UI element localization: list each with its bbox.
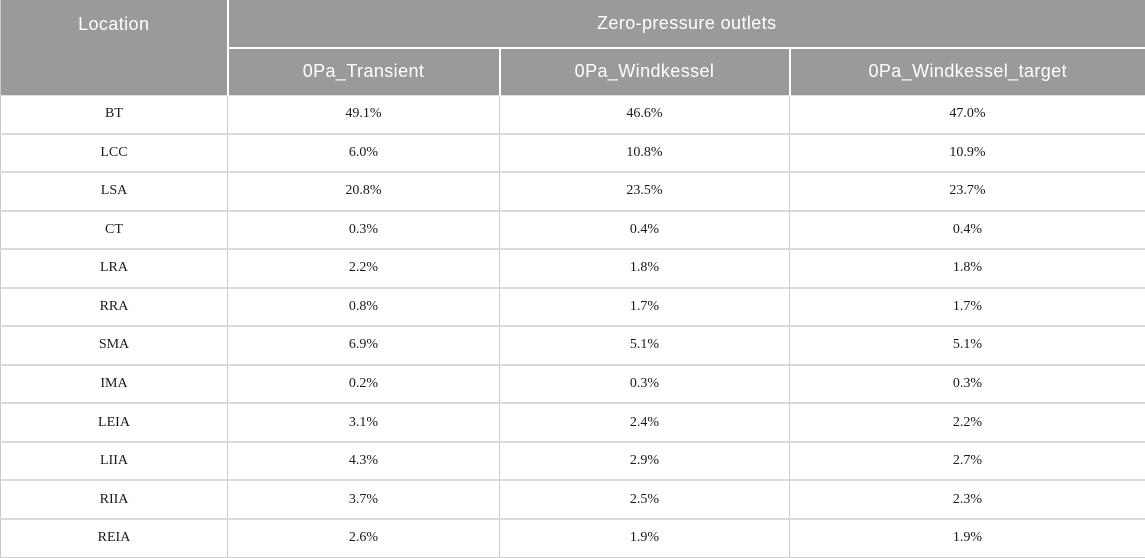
table-row: REIA 2.6% 1.9% 1.9% xyxy=(0,517,1145,558)
cell-value: 2.4% xyxy=(499,402,790,443)
cell-location: RIIA xyxy=(0,479,228,520)
cell-location: RRA xyxy=(0,286,228,327)
cell-value: 1.8% xyxy=(789,248,1145,289)
header-col-0pa-windkessel-target: 0Pa_Windkessel_target xyxy=(788,48,1145,95)
header-col-0pa-transient: 0Pa_Transient xyxy=(227,48,500,95)
cell-value: 49.1% xyxy=(227,94,500,135)
table-row: IMA 0.2% 0.3% 0.3% xyxy=(0,363,1145,404)
cell-value: 10.9% xyxy=(789,132,1145,173)
cell-location: LEIA xyxy=(0,402,228,443)
cell-value: 2.2% xyxy=(227,248,500,289)
header-group-zero-pressure-outlets: Zero-pressure outlets xyxy=(227,0,1145,49)
cell-value: 3.7% xyxy=(227,479,500,520)
header-row-columns: 0Pa_Transient 0Pa_Windkessel 0Pa_Windkes… xyxy=(1,48,1145,95)
cell-value: 1.8% xyxy=(499,248,790,289)
cell-value: 6.9% xyxy=(227,325,500,366)
cell-value: 0.8% xyxy=(227,286,500,327)
cell-value: 0.4% xyxy=(789,209,1145,250)
cell-value: 1.7% xyxy=(789,286,1145,327)
cell-value: 3.1% xyxy=(227,402,500,443)
cell-value: 0.4% xyxy=(499,209,790,250)
cell-value: 6.0% xyxy=(227,132,500,173)
cell-value: 1.9% xyxy=(499,517,790,558)
cell-value: 5.1% xyxy=(499,325,790,366)
cell-value: 4.3% xyxy=(227,440,500,481)
cell-location: IMA xyxy=(0,363,228,404)
cell-value: 2.2% xyxy=(789,402,1145,443)
cell-value: 0.3% xyxy=(789,363,1145,404)
table-row: RRA 0.8% 1.7% 1.7% xyxy=(0,286,1145,327)
header-location: Location xyxy=(0,0,229,95)
cell-value: 0.3% xyxy=(227,209,500,250)
table-row: LIIA 4.3% 2.9% 2.7% xyxy=(0,440,1145,481)
cell-value: 5.1% xyxy=(789,325,1145,366)
table-row: LCC 6.0% 10.8% 10.9% xyxy=(0,132,1145,173)
cell-value: 20.8% xyxy=(227,171,500,212)
cell-value: 23.5% xyxy=(499,171,790,212)
cell-value: 1.9% xyxy=(789,517,1145,558)
cell-value: 2.3% xyxy=(789,479,1145,520)
table-row: LSA 20.8% 23.5% 23.7% xyxy=(0,171,1145,212)
cell-value: 47.0% xyxy=(789,94,1145,135)
cell-value: 23.7% xyxy=(789,171,1145,212)
header-col-0pa-windkessel: 0Pa_Windkessel xyxy=(498,48,790,95)
cell-value: 2.7% xyxy=(789,440,1145,481)
cell-value: 2.6% xyxy=(227,517,500,558)
table-row: CT 0.3% 0.4% 0.4% xyxy=(0,209,1145,250)
cell-location: LSA xyxy=(0,171,228,212)
table-row: SMA 6.9% 5.1% 5.1% xyxy=(0,325,1145,366)
cell-location: CT xyxy=(0,209,228,250)
header-row-group: Location Zero-pressure outlets xyxy=(0,0,1145,95)
table-row: LRA 2.2% 1.8% 1.8% xyxy=(0,248,1145,289)
table-row: RIIA 3.7% 2.5% 2.3% xyxy=(0,479,1145,520)
table-body: BT 49.1% 46.6% 47.0% LCC 6.0% 10.8% 10.9% LSA 20.… xyxy=(0,94,1145,558)
cell-value: 2.5% xyxy=(499,479,790,520)
cell-value: 0.3% xyxy=(499,363,790,404)
table-row: BT 49.1% 46.6% 47.0% xyxy=(0,94,1145,135)
cell-value: 10.8% xyxy=(499,132,790,173)
cell-location: SMA xyxy=(0,325,228,366)
cell-value: 1.7% xyxy=(499,286,790,327)
cell-location: LCC xyxy=(0,132,228,173)
cell-value: 0.2% xyxy=(227,363,500,404)
cell-location: LIIA xyxy=(0,440,228,481)
cell-location: LRA xyxy=(0,248,228,289)
cell-value: 2.9% xyxy=(499,440,790,481)
cell-location: BT xyxy=(0,94,228,135)
cell-location: REIA xyxy=(0,517,228,558)
cell-value: 46.6% xyxy=(499,94,790,135)
table-header: Location Zero-pressure outlets 0Pa_Trans… xyxy=(0,0,1145,95)
table-row: LEIA 3.1% 2.4% 2.2% xyxy=(0,402,1145,443)
